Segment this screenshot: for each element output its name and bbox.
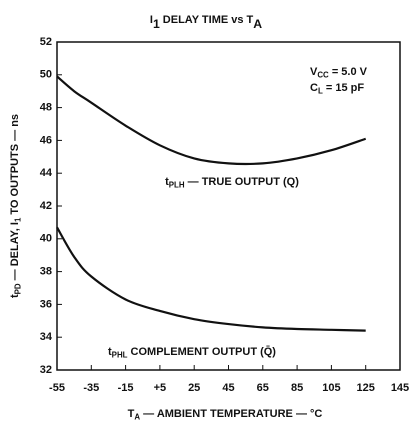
subscript: PD [13, 283, 22, 294]
y-tick-label: 38 [40, 266, 52, 278]
curve [56, 226, 366, 332]
subscript: L [318, 86, 323, 95]
subscript: PHL [112, 350, 128, 359]
y-tick-label: 40 [40, 233, 52, 245]
y-tick-label: 34 [40, 331, 53, 343]
y-tick-label: 32 [40, 364, 52, 376]
x-tick-label: 25 [188, 382, 200, 394]
text-part: COMPLEMENT OUTPUT (Q̄) [127, 346, 276, 358]
text-part: — AMBIENT TEMPERATURE — °C [140, 408, 322, 420]
x-axis-label: TA — AMBIENT TEMPERATURE — °C [128, 408, 323, 421]
x-tick-label: 145 [391, 382, 409, 394]
text-part: t [108, 346, 112, 358]
annotation: CL = 15 pF [310, 82, 364, 95]
text-part: C [310, 82, 318, 94]
text-part: t [165, 176, 169, 188]
subscript: A [253, 17, 262, 31]
x-tick-label: 65 [257, 382, 269, 394]
annotation: tPLH — TRUE OUTPUT (Q) [165, 176, 299, 189]
y-tick-label: 50 [40, 69, 52, 81]
y-tick-label: 52 [40, 36, 52, 48]
chart-title: I1 DELAY TIME vs TA [150, 14, 262, 31]
text-part: DELAY TIME vs T [160, 14, 254, 26]
x-tick-label: -35 [83, 382, 99, 394]
text-part: = 15 pF [323, 82, 365, 94]
subscript: 1 [13, 217, 22, 222]
x-tick-label: 45 [222, 382, 234, 394]
x-tick-label: -55 [49, 382, 65, 394]
x-tick-label: 85 [291, 382, 303, 394]
x-tick-label: +5 [154, 382, 167, 394]
annotation-bg [163, 175, 302, 190]
subscript: A [134, 412, 140, 421]
x-tick-label: 125 [357, 382, 375, 394]
annotation: VCC = 5.0 V [310, 66, 368, 79]
annotation-bg [106, 345, 279, 360]
subscript: 1 [153, 17, 160, 31]
subscript: PLH [169, 180, 185, 189]
subscript: CC [317, 70, 329, 79]
y-tick-label: 42 [40, 200, 52, 212]
text-part: TO OUTPUTS — ns [9, 114, 21, 218]
x-tick-label: -15 [118, 382, 134, 394]
annotation: tPHL COMPLEMENT OUTPUT (Q̄) [108, 346, 276, 360]
text-part: T [128, 408, 135, 420]
text-part: = 5.0 V [329, 66, 368, 78]
y-tick-label: 46 [40, 134, 52, 146]
curve [56, 75, 367, 166]
y-tick-label: 44 [40, 167, 53, 179]
text-part: — TRUE OUTPUT (Q) [185, 176, 300, 188]
text-part: V [310, 66, 318, 78]
text-part: — DELAY, I [9, 222, 21, 283]
text-part: t [9, 294, 21, 298]
y-axis-label: tPD — DELAY, I1 TO OUTPUTS — ns [9, 114, 22, 298]
text-part: I [150, 14, 153, 26]
y-tick-label: 48 [40, 102, 52, 114]
y-tick-label: 36 [40, 298, 52, 310]
x-tick-label: 105 [322, 382, 340, 394]
